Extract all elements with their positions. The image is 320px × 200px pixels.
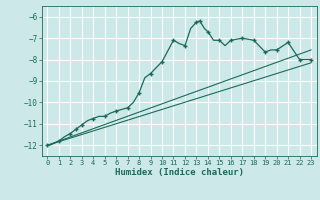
X-axis label: Humidex (Indice chaleur): Humidex (Indice chaleur) [115, 168, 244, 177]
